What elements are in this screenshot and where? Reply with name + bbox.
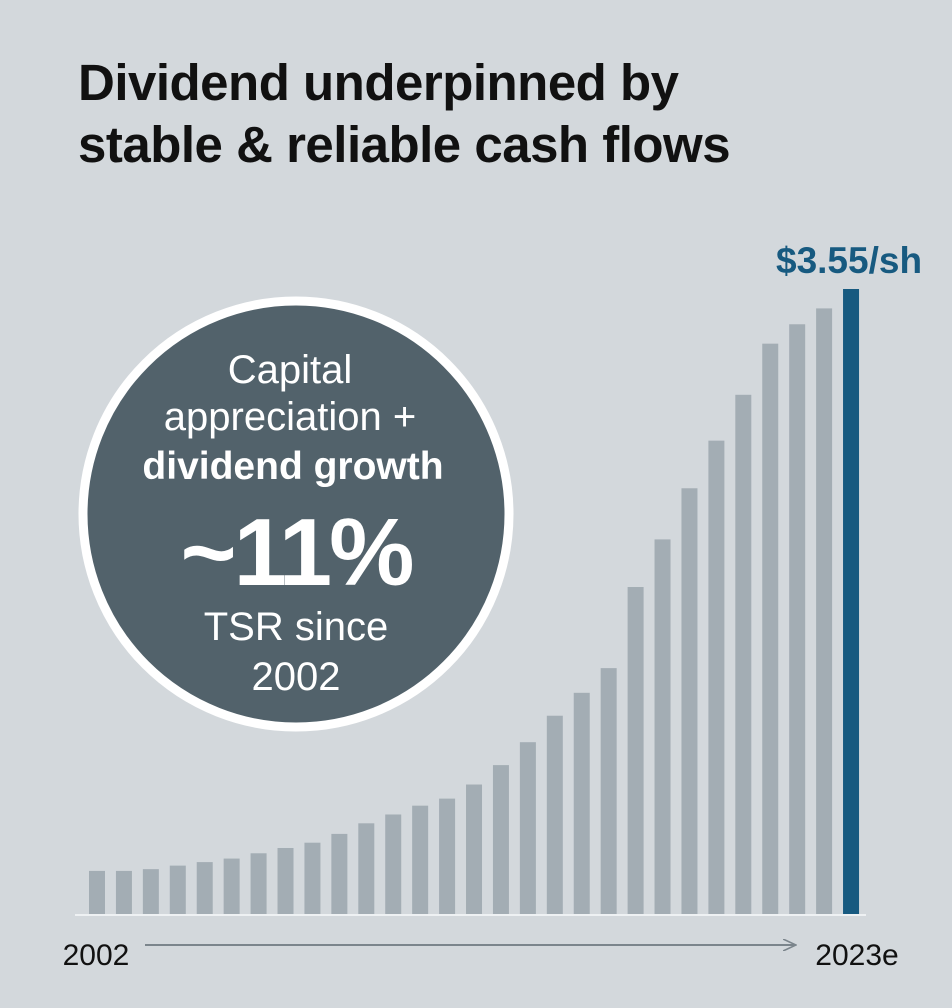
badge-line: appreciation + bbox=[164, 395, 416, 439]
bar bbox=[654, 539, 671, 915]
bar bbox=[708, 440, 725, 915]
bar bbox=[816, 308, 833, 915]
bar bbox=[385, 814, 402, 915]
bar bbox=[169, 865, 186, 915]
bar bbox=[196, 862, 213, 915]
bar bbox=[789, 324, 806, 916]
bar bbox=[250, 853, 267, 915]
chart-title: Dividend underpinned by stable & reliabl… bbox=[78, 52, 898, 176]
title-line: stable & reliable cash flows bbox=[78, 116, 731, 173]
bar bbox=[519, 742, 536, 915]
bar bbox=[681, 488, 698, 915]
bar bbox=[89, 870, 105, 915]
badge-figure: ~11% bbox=[181, 499, 413, 606]
bar bbox=[142, 869, 159, 915]
bar bbox=[735, 394, 752, 915]
bar bbox=[573, 692, 590, 915]
badge-line: TSR since bbox=[204, 605, 389, 649]
bar bbox=[412, 805, 429, 915]
bar bbox=[762, 343, 779, 915]
bar bbox=[439, 798, 456, 915]
bar bbox=[358, 823, 375, 915]
bar bbox=[546, 715, 563, 915]
bars bbox=[89, 289, 860, 916]
bar bbox=[277, 847, 294, 915]
bar bbox=[304, 842, 321, 915]
bar bbox=[843, 289, 860, 915]
badge-line: Capital bbox=[228, 348, 353, 392]
x-tick-label: 2023e bbox=[815, 939, 898, 972]
annotation-badge: Capital appreciation + dividend growth ~… bbox=[78, 296, 514, 732]
value-label: $3.55/sh bbox=[776, 240, 922, 281]
bar bbox=[627, 587, 644, 915]
bar bbox=[115, 870, 132, 915]
badge-line: dividend growth bbox=[142, 445, 443, 488]
bar bbox=[492, 765, 509, 915]
badge-circle bbox=[78, 296, 514, 732]
bar bbox=[223, 858, 240, 915]
bar bbox=[600, 668, 617, 915]
x-tick-label: 2002 bbox=[63, 939, 130, 972]
bar bbox=[466, 784, 483, 915]
bar bbox=[331, 833, 348, 915]
badge-line: 2002 bbox=[252, 655, 341, 699]
title-line: Dividend underpinned by bbox=[78, 54, 679, 111]
